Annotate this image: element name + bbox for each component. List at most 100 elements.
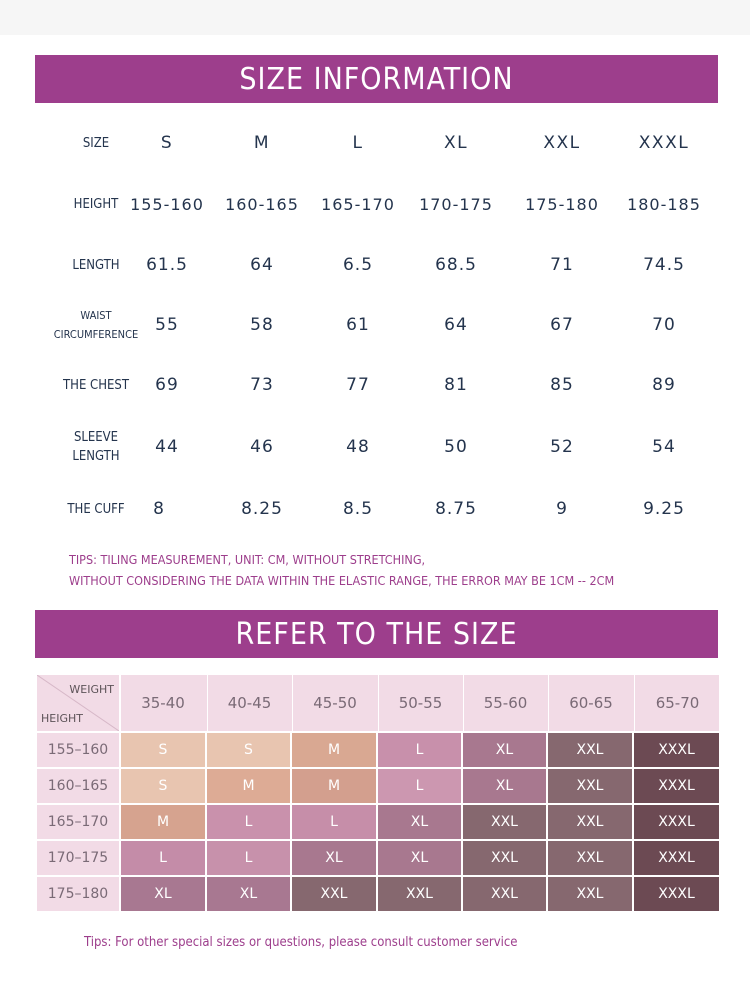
size-recommendation-cell: XXXL: [634, 841, 719, 875]
size-recommendation-cell: M: [207, 769, 290, 803]
size-recommendation-cell: S: [207, 733, 290, 767]
height-axis-label: HEIGHT: [41, 712, 83, 725]
size-value-cell: 81: [444, 375, 468, 395]
size-value-cell: 70: [652, 315, 676, 335]
size-row-label: HEIGHT: [36, 184, 156, 224]
size-value-cell: 165-170: [321, 194, 395, 214]
size-recommendation-cell: M: [292, 769, 376, 803]
size-value-cell: 8: [153, 499, 165, 519]
size-value-cell: 6.5: [342, 255, 374, 275]
size-recommendation-cell: XL: [463, 769, 546, 803]
size-row-label-line: SLEEVE: [73, 430, 119, 445]
size-row: THE CUFF 8 8.25 8.5 8.75 9 9.25: [0, 489, 750, 529]
size-row-label-text: HEIGHT: [73, 196, 119, 212]
size-row: SIZE S M L XL XXL XXXL: [0, 123, 750, 163]
size-header-cell: M: [253, 133, 271, 153]
size-recommendation-cell: L: [121, 841, 205, 875]
size-value-cell: 175-180: [525, 194, 599, 214]
weight-axis-label: WEIGHT: [69, 683, 114, 696]
height-row-label: 175–180: [37, 877, 119, 911]
size-recommendation-cell: XXL: [378, 877, 461, 911]
height-row-label: 155–160: [37, 733, 119, 767]
size-recommendation-cell: S: [121, 769, 205, 803]
corner-diagonal-line: [37, 675, 119, 731]
size-reference-grid: WEIGHT HEIGHT 35-40 40-45 45-50 50-55 55-60 6…: [37, 675, 719, 913]
weight-header-cell: 65-70: [634, 675, 720, 731]
size-recommendation-cell: XL: [292, 841, 376, 875]
size-recommendation-cell: XXL: [548, 877, 632, 911]
size-row: LENGTH 61.5 64 6.5 68.5 71 74.5: [0, 245, 750, 285]
size-recommendation-cell: XXXL: [634, 877, 719, 911]
size-recommendation-cell: XL: [378, 805, 461, 839]
measurement-tips-line-2: WITHOUT CONSIDERING THE DATA WITHIN THE …: [69, 573, 615, 588]
weight-header-cell: 55-60: [463, 675, 547, 731]
size-recommendation-cell: XXL: [463, 805, 546, 839]
size-value-cell: 9.25: [643, 499, 685, 519]
size-value-cell: 50: [444, 437, 468, 457]
size-recommendation-cell: L: [378, 733, 461, 767]
size-value-cell: 61.5: [146, 255, 188, 275]
weight-header-cell: 45-50: [292, 675, 377, 731]
size-row-label: THE CUFF: [36, 489, 156, 529]
size-row-label-text: THE CHEST: [63, 377, 129, 393]
size-value-cell: 68.5: [435, 255, 477, 275]
weight-header-cell: 40-45: [207, 675, 291, 731]
size-row: SLEEVE LENGTH 44 46 48 50 52 54: [0, 427, 750, 467]
size-recommendation-cell: XXL: [292, 877, 376, 911]
weight-header-band: [121, 675, 719, 731]
size-value-cell: 71: [550, 255, 574, 275]
refer-to-size-banner: REFER TO THE SIZE: [35, 610, 718, 658]
size-recommendation-cell: XXXL: [634, 769, 719, 803]
top-strip: [0, 0, 750, 35]
size-row-label-line: WAIST: [80, 309, 112, 322]
size-value-cell: 61: [346, 315, 370, 335]
size-value-cell: 89: [652, 375, 676, 395]
size-recommendation-cell: XXL: [548, 769, 632, 803]
customer-service-tips: Tips: For other special sizes or questio…: [84, 935, 518, 950]
size-row: HEIGHT 155-160 160-165 165-170 170-175 175-18…: [0, 184, 750, 224]
size-recommendation-cell: L: [207, 841, 290, 875]
size-value-cell: 8.75: [435, 499, 477, 519]
size-recommendation-cell: XL: [463, 733, 546, 767]
size-value-cell: 8.25: [241, 499, 283, 519]
size-recommendation-cell: L: [207, 805, 290, 839]
measurement-tips-line-1: TIPS: TILING MEASUREMENT, UNIT: CM, WITH…: [69, 552, 426, 567]
size-value-cell: 55: [155, 315, 179, 335]
size-row-label: WAIST CIRCUMFERENCE: [36, 305, 156, 345]
size-value-cell: 170-175: [419, 194, 493, 214]
grid-corner-header: WEIGHT HEIGHT: [37, 675, 119, 731]
height-row-label: 160–165: [37, 769, 119, 803]
size-recommendation-cell: L: [292, 805, 376, 839]
size-value-cell: 74.5: [643, 255, 685, 275]
size-value-cell: 44: [155, 437, 179, 457]
size-value-cell: 8.5: [342, 499, 374, 519]
size-value-cell: 52: [550, 437, 574, 457]
size-value-cell: 48: [346, 437, 370, 457]
size-value-cell: 46: [250, 437, 274, 457]
size-value-cell: 69: [155, 375, 179, 395]
size-row-label: THE CHEST: [36, 365, 156, 405]
size-row: WAIST CIRCUMFERENCE 55 58 61 64 67 70: [0, 305, 750, 345]
size-value-cell: 180-185: [627, 194, 701, 214]
size-information-banner: SIZE INFORMATION: [35, 55, 718, 103]
refer-to-size-title: REFER TO THE SIZE: [235, 616, 518, 652]
size-value-cell: 64: [250, 255, 274, 275]
size-value-cell: 160-165: [225, 194, 299, 214]
size-header-cell: XL: [443, 133, 469, 153]
weight-header-cell: 60-65: [548, 675, 633, 731]
height-row-label: 170–175: [37, 841, 119, 875]
weight-header-cell: 50-55: [378, 675, 462, 731]
size-header-cell: XXXL: [638, 133, 690, 153]
size-row: THE CHEST 69 73 77 81 85 89: [0, 365, 750, 405]
size-recommendation-cell: XL: [121, 877, 205, 911]
height-row-label: 165–170: [37, 805, 119, 839]
size-recommendation-cell: XL: [378, 841, 461, 875]
size-row-label-text: SIZE: [82, 135, 110, 151]
size-value-cell: 54: [652, 437, 676, 457]
size-row-label-text: THE CUFF: [67, 501, 125, 517]
size-recommendation-cell: M: [121, 805, 205, 839]
size-row-label-line: LENGTH: [72, 449, 120, 464]
size-value-cell: 73: [250, 375, 274, 395]
weight-header-cell: 35-40: [141, 694, 185, 712]
size-recommendation-cell: XXL: [548, 805, 632, 839]
